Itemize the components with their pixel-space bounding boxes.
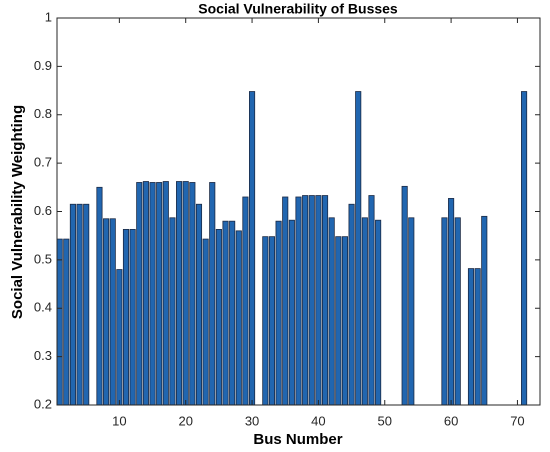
bar — [156, 182, 163, 406]
bar — [335, 236, 342, 406]
bar — [355, 91, 362, 406]
y-tick-label: 0.4 — [34, 300, 52, 315]
bar — [441, 217, 448, 406]
bar — [103, 218, 110, 406]
bar — [142, 181, 149, 406]
bar — [176, 181, 183, 406]
bar — [341, 236, 348, 406]
x-tick-label: 60 — [444, 413, 458, 428]
bar — [56, 238, 63, 406]
x-tick-label: 30 — [245, 413, 259, 428]
bar — [401, 185, 408, 406]
bar — [162, 181, 169, 406]
x-tick-label: 40 — [311, 413, 325, 428]
bar — [83, 203, 90, 406]
x-tick-label: 20 — [178, 413, 192, 428]
bar — [116, 269, 123, 406]
y-tick-label: 0.3 — [34, 348, 52, 363]
bar — [308, 195, 315, 406]
bar — [129, 228, 136, 406]
bar — [96, 186, 103, 406]
bar — [282, 196, 289, 406]
bar — [375, 219, 382, 406]
bar — [302, 195, 309, 406]
y-tick-label: 0.2 — [34, 396, 52, 411]
bar — [348, 203, 355, 406]
bar — [189, 182, 196, 406]
bar — [169, 217, 176, 406]
bar — [521, 91, 528, 406]
bar — [136, 182, 143, 406]
bar — [295, 196, 302, 406]
bar — [268, 236, 276, 406]
bar — [76, 203, 83, 406]
bar — [368, 195, 375, 406]
bar — [229, 220, 236, 406]
bar — [474, 268, 481, 406]
bar — [63, 238, 70, 406]
bar — [481, 215, 488, 406]
bar — [262, 236, 269, 406]
bar — [408, 217, 415, 406]
bar — [195, 203, 203, 406]
bar — [122, 228, 130, 406]
y-tick-label: 0.5 — [34, 251, 52, 266]
bar — [109, 218, 116, 406]
y-tick-label: 0.7 — [34, 155, 52, 170]
chart-title: Social Vulnerability of Busses — [198, 1, 398, 17]
y-tick-label: 0.6 — [34, 203, 52, 218]
bar — [321, 195, 329, 406]
bar — [235, 230, 242, 406]
bar — [467, 268, 475, 406]
y-axis-label: Social Vulnerability Weighting — [9, 105, 26, 319]
bar — [275, 220, 282, 406]
bar — [249, 91, 256, 406]
x-axis-label: Bus Number — [253, 431, 342, 448]
bar — [242, 196, 249, 406]
bar — [182, 181, 189, 406]
x-tick-label: 70 — [510, 413, 524, 428]
bar — [315, 195, 322, 406]
bar — [69, 203, 76, 406]
y-tick-label: 0.9 — [34, 58, 52, 73]
bar — [454, 217, 461, 406]
bar — [215, 228, 222, 406]
bar — [202, 238, 209, 406]
bar — [288, 219, 295, 406]
bar — [149, 182, 156, 406]
bar — [222, 220, 229, 406]
x-tick-label: 50 — [378, 413, 392, 428]
x-tick-label: 10 — [112, 413, 126, 428]
bar — [448, 198, 455, 406]
y-tick-label: 1 — [45, 9, 52, 24]
bar — [361, 217, 368, 406]
y-tick-label: 0.8 — [34, 106, 52, 121]
bar — [328, 217, 335, 406]
bar — [209, 182, 216, 406]
